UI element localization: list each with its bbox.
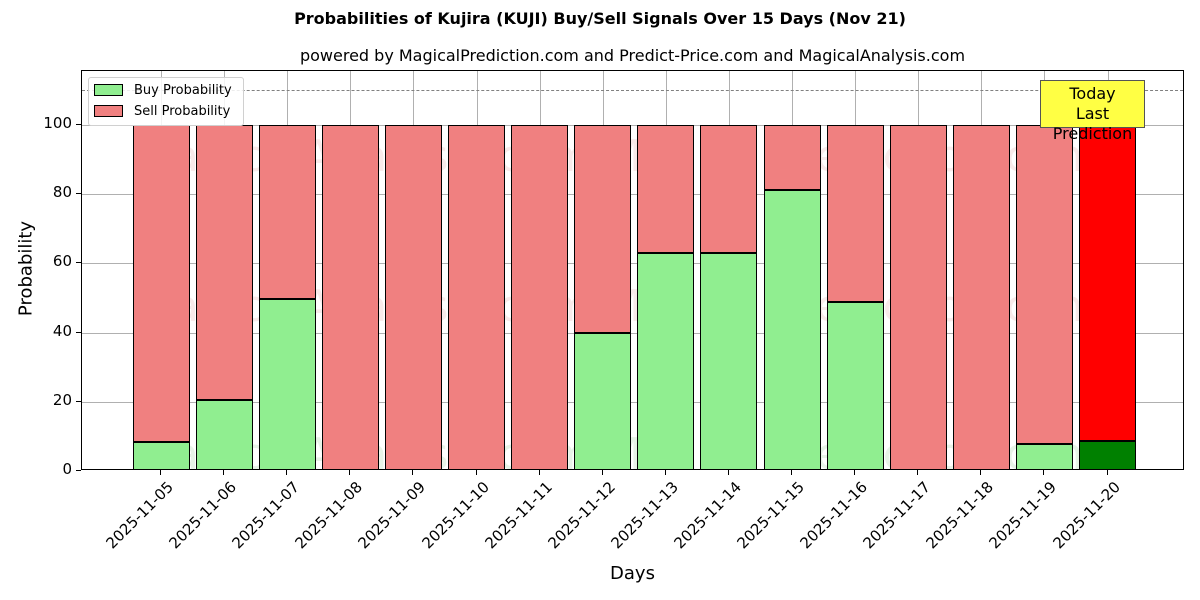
buy-bar-2025-11-14 <box>700 253 758 469</box>
buy-bar-2025-11-06 <box>195 400 253 469</box>
x-tick-label: 2025-11-07 <box>228 478 304 553</box>
gridline-horizontal <box>82 125 1183 126</box>
x-tick-label: 2025-11-14 <box>670 478 745 553</box>
x-tick-label: 2025-11-10 <box>418 478 493 553</box>
y-tick-mark <box>76 262 81 264</box>
y-tick-label: 80 <box>52 183 72 202</box>
y-tick-label: 0 <box>62 460 72 478</box>
buy-bar-2025-11-12 <box>574 332 632 469</box>
x-tick-label: 2025-11-05 <box>102 478 177 553</box>
x-tick-mark <box>475 470 477 475</box>
sell-bar-2025-11-17 <box>889 125 947 469</box>
y-tick-mark <box>76 470 81 471</box>
gridline-horizontal <box>82 263 1183 265</box>
x-tick-mark <box>917 470 919 475</box>
x-tick-label: 2025-11-16 <box>796 478 872 553</box>
x-tick-mark <box>286 470 288 475</box>
x-tick-label: 2025-11-09 <box>354 478 430 553</box>
y-axis-label: Probability <box>15 220 37 317</box>
sell-bar-2025-11-06 <box>195 125 253 401</box>
x-tick-label: 2025-11-18 <box>922 478 998 553</box>
sell-bar-2025-11-05 <box>132 125 190 442</box>
x-tick-mark <box>854 470 856 475</box>
chart-title: Probabilities of Kujira (KUJI) Buy/Sell … <box>294 9 906 28</box>
legend-label-sell: Sell Probability <box>134 103 231 119</box>
sell-bar-2025-11-19 <box>1015 125 1073 444</box>
x-tick-mark <box>223 470 225 475</box>
x-tick-mark <box>664 470 666 475</box>
legend-item-buy: Buy Probability <box>94 81 232 99</box>
y-tick-mark <box>76 400 81 402</box>
sell-bar-2025-11-16 <box>826 125 884 302</box>
buy-bar-2025-11-15 <box>763 190 821 469</box>
x-tick-label: 2025-11-06 <box>165 478 241 553</box>
y-tick-label: 100 <box>43 114 72 132</box>
x-tick-mark <box>727 470 729 475</box>
x-tick-mark <box>160 470 161 475</box>
x-tick-mark <box>349 470 351 475</box>
x-tick-label: 2025-11-20 <box>1049 478 1124 553</box>
sell-bar-2025-11-12 <box>574 125 632 333</box>
legend-label-buy: Buy Probability <box>134 82 232 98</box>
sell-swatch-icon <box>94 105 123 117</box>
x-tick-label: 2025-11-17 <box>859 478 935 553</box>
x-tick-label: 2025-11-12 <box>544 478 619 553</box>
x-tick-mark <box>1043 470 1045 475</box>
y-tick-mark <box>76 124 81 125</box>
gridline-horizontal <box>82 332 1183 334</box>
x-tick-mark <box>791 470 792 475</box>
y-tick-label: 60 <box>52 252 72 271</box>
sell-bar-2025-11-14 <box>700 125 758 254</box>
buy-bar-2025-11-07 <box>258 299 316 469</box>
sell-bar-2025-11-20 <box>1079 125 1136 442</box>
sell-bar-2025-11-10 <box>448 125 505 469</box>
sell-bar-2025-11-13 <box>637 125 695 254</box>
annotation-line-2: Last Prediction <box>1052 104 1133 143</box>
x-tick-mark <box>1106 470 1108 475</box>
buy-bar-2025-11-20 <box>1079 441 1136 469</box>
x-axis-label: Days <box>610 563 655 584</box>
y-tick-label: 40 <box>52 321 72 340</box>
sell-bar-2025-11-08 <box>321 125 379 469</box>
y-tick-mark <box>76 193 81 195</box>
today-annotation: Today Last Prediction <box>1040 80 1145 143</box>
x-tick-mark <box>538 470 540 475</box>
buy-bar-2025-11-16 <box>826 301 884 469</box>
sell-bar-2025-11-15 <box>763 125 821 191</box>
buy-bar-2025-11-19 <box>1015 443 1073 469</box>
x-tick-mark <box>980 470 982 475</box>
buy-bar-2025-11-13 <box>637 253 695 469</box>
legend-item-sell: Sell Probability <box>94 102 230 120</box>
x-tick-mark <box>601 470 603 475</box>
sell-bar-2025-11-11 <box>511 125 569 469</box>
gridline-horizontal <box>82 401 1183 403</box>
legend: Buy Probability Sell Probability <box>88 77 244 126</box>
x-tick-label: 2025-11-13 <box>607 478 682 553</box>
sell-bar-2025-11-09 <box>384 125 442 469</box>
sell-bar-2025-11-07 <box>258 125 316 300</box>
annotation-line-1: Today <box>1069 84 1116 103</box>
plot-area: MagicalAnalysis.comMagicalPrediction.com… <box>81 70 1184 470</box>
x-tick-mark <box>412 470 414 475</box>
gridline-horizontal <box>82 194 1183 196</box>
sell-bar-2025-11-18 <box>952 125 1010 469</box>
x-tick-label: 2025-11-19 <box>985 478 1061 553</box>
chart-subtitle: powered by MagicalPrediction.com and Pre… <box>299 46 966 65</box>
x-tick-label: 2025-11-08 <box>291 478 367 553</box>
reference-dashed-line <box>82 90 1183 92</box>
buy-swatch-icon <box>94 84 123 96</box>
y-tick-mark <box>76 331 81 333</box>
y-tick-label: 20 <box>52 390 72 409</box>
buy-bar-2025-11-05 <box>132 441 190 469</box>
x-tick-label: 2025-11-15 <box>733 478 808 553</box>
